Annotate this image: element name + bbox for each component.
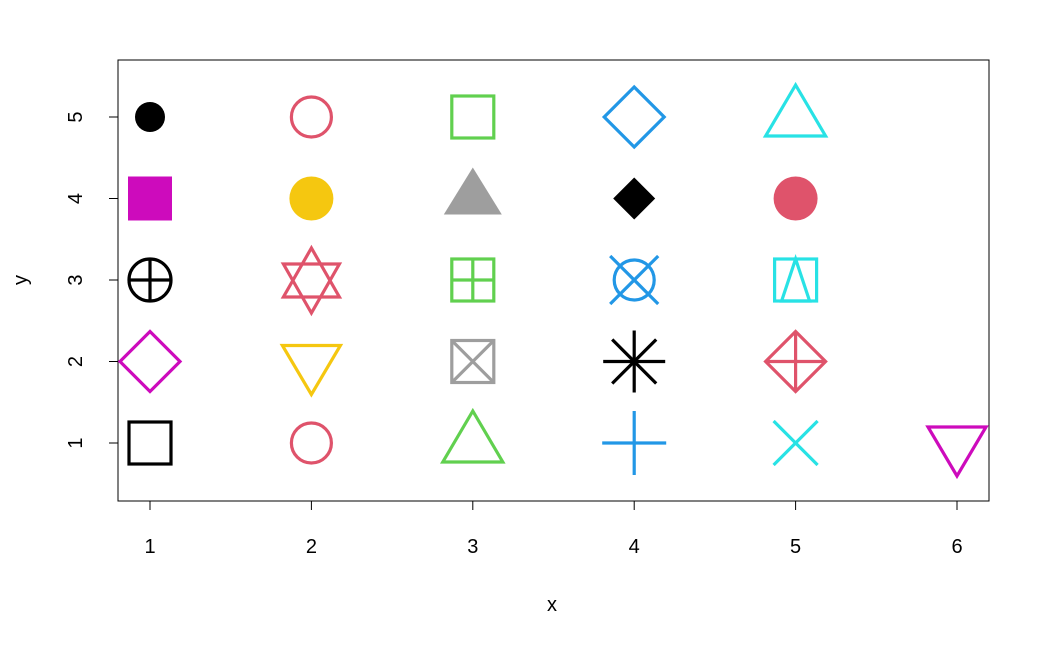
- data-point-plus: [602, 411, 667, 475]
- data-point-open-square: [127, 420, 173, 466]
- x-axis: 1 2 3 4 5 6: [144, 500, 963, 558]
- data-point-filled-diamond: [613, 177, 656, 220]
- data-point-star-of-david: [280, 244, 343, 317]
- data-point-open-circle: [289, 421, 333, 465]
- x-tick-label: 6: [951, 536, 962, 558]
- data-point-open-triangle-down: [279, 343, 344, 398]
- x-tick-label: 5: [790, 536, 801, 558]
- data-point-diamond-plus: [763, 329, 828, 394]
- data-point-circle-plus: [127, 257, 173, 303]
- x-axis-label: x: [547, 594, 557, 616]
- y-axis-label: y: [10, 275, 32, 285]
- x-tick-label: 3: [467, 536, 478, 558]
- y-tick-label: 2: [65, 356, 87, 367]
- y-tick-label: 1: [65, 437, 87, 448]
- markers-layer: [117, 81, 989, 480]
- y-tick-label: 5: [65, 111, 87, 122]
- data-point-open-triangle-up: [762, 81, 829, 138]
- data-point-circle-cross: [609, 254, 660, 306]
- data-point-filled-square: [128, 176, 172, 221]
- y-tick-label: 4: [65, 193, 87, 204]
- data-point-filled-circle: [289, 176, 334, 221]
- y-tick-label: 3: [65, 274, 87, 285]
- data-point-filled-triangle-up: [443, 167, 502, 215]
- data-point-open-square: [450, 94, 496, 140]
- data-point-open-triangle-up: [440, 407, 506, 464]
- plot-area: [117, 59, 990, 502]
- x-tick-label: 2: [306, 536, 317, 558]
- y-axis: 1 2 3 4 5: [65, 111, 119, 449]
- data-point-filled-circle: [135, 102, 165, 132]
- x-tick-label: 4: [629, 536, 640, 558]
- data-point-filled-circle: [773, 176, 818, 221]
- data-point-asterisk: [603, 330, 666, 393]
- data-point-square-cross: [450, 338, 496, 385]
- data-point-cross: [772, 419, 819, 467]
- data-point-open-circle: [289, 95, 333, 139]
- data-point-open-diamond: [601, 84, 667, 150]
- data-point-open-diamond: [117, 329, 183, 394]
- x-tick-label: 1: [144, 536, 155, 558]
- data-point-square-triangle: [772, 253, 819, 303]
- data-point-open-triangle-down: [925, 425, 989, 480]
- data-point-square-plus: [450, 257, 496, 303]
